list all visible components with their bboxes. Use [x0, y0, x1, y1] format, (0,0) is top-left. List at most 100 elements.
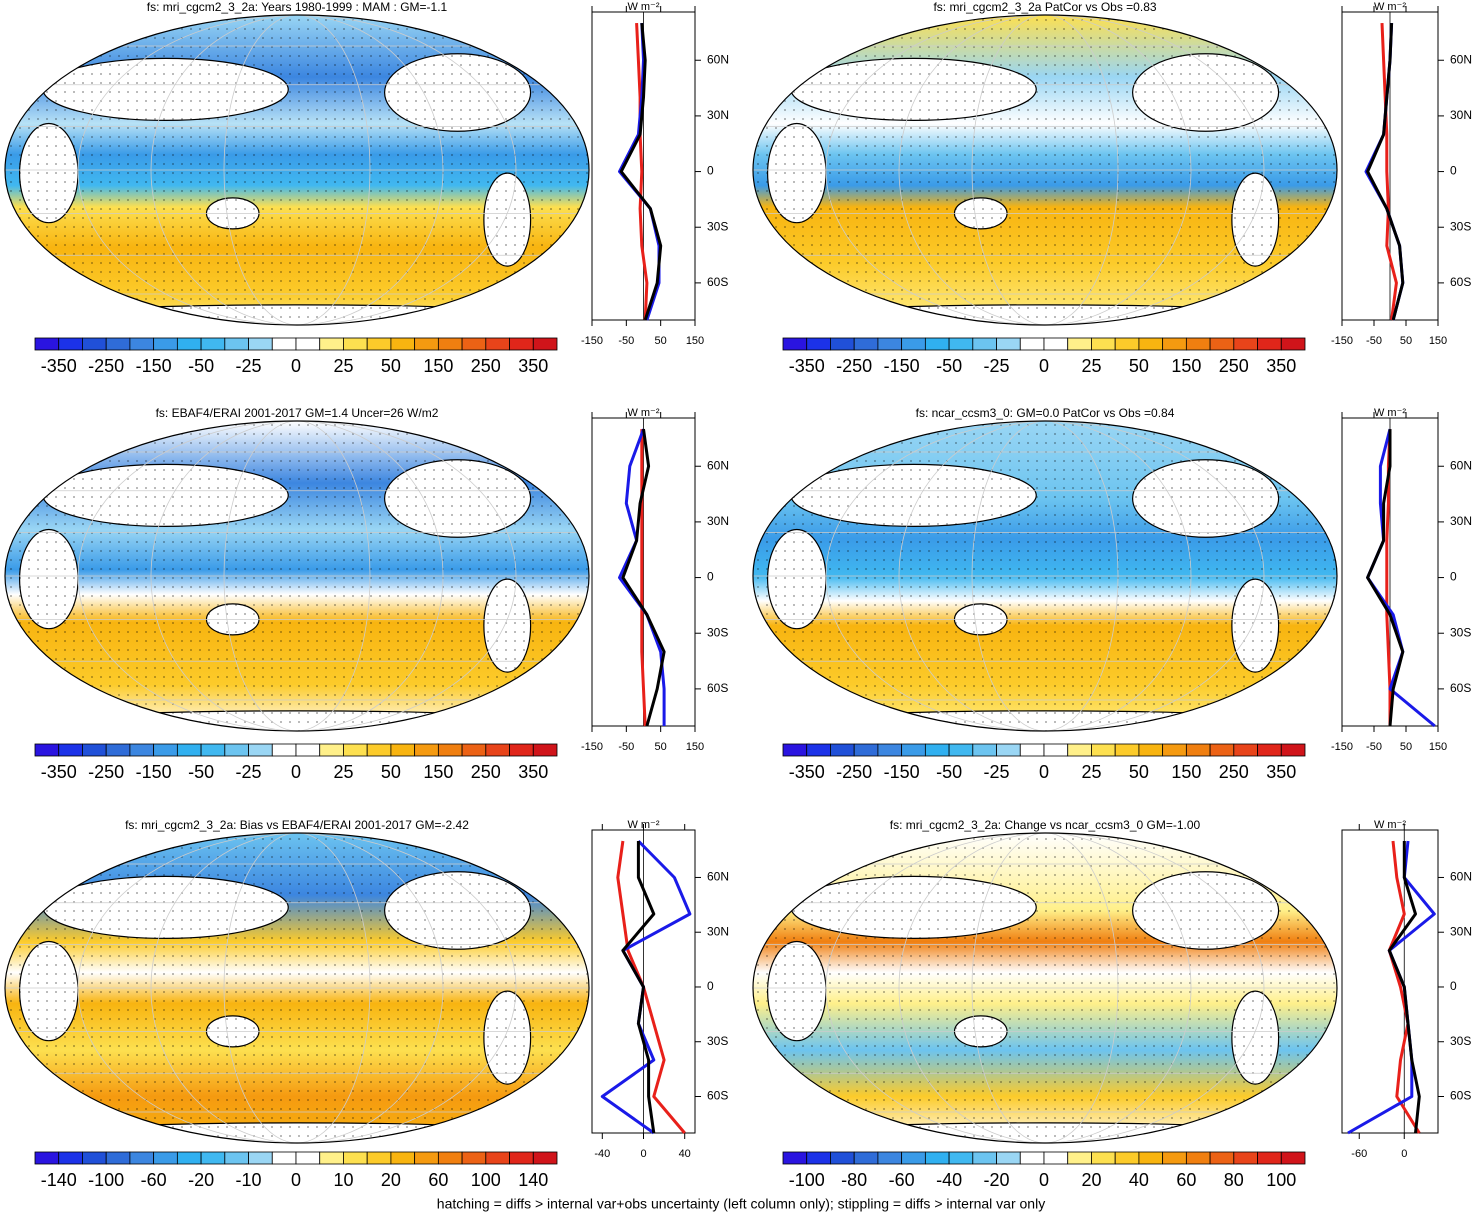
graticule: [223, 421, 371, 731]
colorbar-box: [105, 743, 131, 757]
map: [5, 421, 589, 731]
colorbar-box: [1257, 337, 1282, 351]
colorbar-box: [877, 743, 903, 757]
colorbar-label: -40: [936, 1170, 962, 1190]
colorbar-label: 50: [381, 762, 401, 782]
colorbar-box: [1138, 743, 1164, 757]
footer: hatching = diffs > internal var+obs unce…: [437, 1196, 1045, 1212]
profile-line: [1387, 840, 1421, 1134]
colorbar-box: [1209, 337, 1235, 351]
colorbar-box: [1091, 1151, 1116, 1165]
graticule: [898, 833, 1192, 1143]
colorbar-box: [948, 337, 974, 351]
colorbar-label: -350: [789, 762, 825, 782]
map-title: fs: mri_cgcm2_3_2a PatCor vs Obs =0.83: [933, 0, 1156, 14]
colorbar-box: [1019, 337, 1045, 351]
colorbar-box: [248, 743, 273, 757]
y-tick-label: 0: [707, 979, 714, 993]
colorbar-label: -60: [141, 1170, 167, 1190]
colorbar-label: -150: [884, 356, 920, 376]
colorbar-box: [853, 743, 879, 757]
colorbar-box: [271, 337, 297, 351]
profile-line: [1366, 23, 1405, 321]
colorbar-label: 100: [1266, 1170, 1296, 1190]
colorbar-label: -20: [188, 1170, 214, 1190]
y-tick-label: 60S: [707, 275, 728, 289]
colorbar-box: [1114, 1151, 1140, 1165]
colorbar-box: [1114, 337, 1140, 351]
colorbar-box: [295, 337, 321, 351]
y-tick-label: 60S: [707, 681, 728, 695]
colorbar-box: [996, 743, 1021, 757]
colorbar-label: -100: [789, 1170, 825, 1190]
map-title: fs: mri_cgcm2_3_2a: Years 1980-1999 : MA…: [147, 0, 448, 14]
colorbar-box: [948, 743, 974, 757]
colorbar-label: -250: [836, 356, 872, 376]
colorbar-label: -150: [136, 356, 172, 376]
colorbar-label: -50: [936, 762, 962, 782]
colorbar-label: -350: [41, 356, 77, 376]
colorbar-label: 25: [1081, 762, 1101, 782]
y-tick-label: 60N: [1450, 458, 1472, 472]
graticule: [77, 833, 517, 1143]
y-tick-label: 0: [1450, 570, 1457, 584]
colorbar-label: -60: [889, 1170, 915, 1190]
colorbar-label: -25: [984, 356, 1010, 376]
colorbar-label: -350: [789, 356, 825, 376]
graticule: [971, 15, 1119, 325]
colorbar-label: 150: [1171, 356, 1201, 376]
colorbar-box: [176, 337, 202, 351]
y-tick-label: 60N: [1450, 870, 1472, 884]
x-tick-label: -60: [1351, 1148, 1367, 1160]
colorbar-box: [414, 337, 439, 351]
graticule: [223, 15, 371, 325]
colorbar-label: -10: [236, 1170, 262, 1190]
graticule: [150, 833, 444, 1143]
colorbar-box: [248, 1151, 273, 1165]
colorbar-box: [437, 743, 463, 757]
colorbar-label: 0: [1039, 356, 1049, 376]
colorbar-label: 350: [518, 762, 548, 782]
colorbar-box: [485, 337, 510, 351]
colorbar-box: [58, 1151, 83, 1165]
colorbar-box: [1280, 1151, 1306, 1165]
colorbar-box: [877, 1151, 903, 1165]
y-tick-label: 30N: [707, 108, 729, 122]
colorbar-label: 350: [1266, 762, 1296, 782]
colorbar-box: [82, 743, 107, 757]
colorbar-box: [1043, 1151, 1069, 1165]
colorbar-box: [532, 1151, 558, 1165]
colorbar-label: 50: [1129, 356, 1149, 376]
colorbar-label: 40: [1129, 1170, 1149, 1190]
colorbar-label: 150: [1171, 762, 1201, 782]
map-title: fs: EBAF4/ERAI 2001-2017 GM=1.4 Uncer=26…: [156, 406, 439, 420]
y-tick-label: 60S: [1450, 275, 1471, 289]
y-tick-label: 30S: [1450, 1034, 1471, 1048]
graticule: [898, 421, 1192, 731]
x-axis-label: W m⁻²: [1374, 1, 1406, 13]
x-tick-label: 40: [679, 1148, 691, 1160]
map: [5, 833, 589, 1143]
colorbar-box: [34, 337, 60, 351]
profile-line: [600, 839, 692, 1135]
colorbar-box: [532, 743, 558, 757]
colorbar-box: [1091, 337, 1116, 351]
x-tick-label: -40: [594, 1148, 610, 1160]
x-tick-label: 150: [1429, 741, 1447, 753]
colorbar-box: [1162, 743, 1187, 757]
colorbar-box: [830, 743, 855, 757]
colorbar-box: [343, 1151, 368, 1165]
colorbar-box: [509, 337, 534, 351]
colorbar-label: 140: [518, 1170, 548, 1190]
colorbar-box: [782, 1151, 808, 1165]
map-title: fs: mri_cgcm2_3_2a: Bias vs EBAF4/ERAI 2…: [125, 818, 469, 832]
colorbar-label: 0: [291, 356, 301, 376]
colorbar-box: [319, 337, 344, 351]
colorbar-label: 25: [333, 762, 353, 782]
map-border: [752, 420, 1338, 732]
colorbar-box: [877, 337, 903, 351]
x-axis-label: W m⁻²: [1374, 407, 1406, 419]
colorbar-label: 20: [1081, 1170, 1101, 1190]
x-tick-label: -50: [1366, 741, 1382, 753]
colorbar-box: [129, 743, 155, 757]
